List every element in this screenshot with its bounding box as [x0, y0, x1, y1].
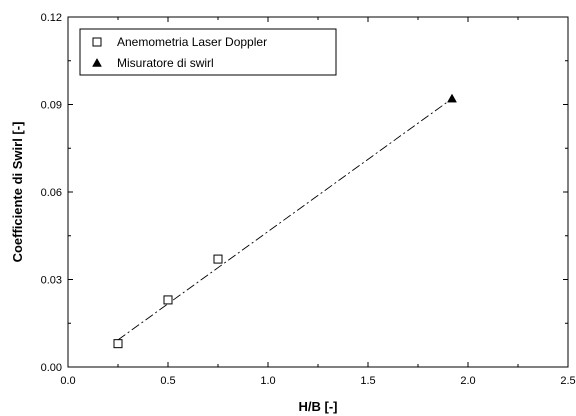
swirl-meter-data-point: [447, 93, 457, 103]
y-axis-title: Coefficiente di Swirl [-]: [10, 122, 25, 263]
x-axis-title: H/B [-]: [299, 399, 338, 414]
y-tick-label: 0.00: [41, 362, 62, 374]
ldv-data-point: [213, 254, 223, 264]
x-tick-label: 2.5: [560, 375, 575, 387]
y-tick-label: 0.09: [41, 100, 62, 112]
y-axis-ticks: 0.00 0.03 0.06 0.09 0.12: [41, 12, 568, 374]
legend-label: Anemometria Laser Doppler: [117, 35, 267, 49]
y-tick-label: 0.12: [41, 12, 62, 24]
x-tick-label: 1.5: [360, 375, 375, 387]
legend: Anemometria Laser Doppler Misuratore di s…: [79, 28, 337, 76]
legend-box: [79, 28, 337, 76]
y-tick-label: 0.03: [41, 275, 62, 287]
legend-label: Misuratore di swirl: [117, 56, 214, 70]
x-axis-ticks: 0.0 0.5 1.0 1.5 2.0 2.5: [60, 17, 576, 387]
x-tick-label: 0.5: [160, 375, 175, 387]
data-points: [113, 93, 457, 349]
trend-line: [117, 98, 453, 341]
y-tick-label: 0.06: [41, 187, 62, 199]
legend-triangle-icon: [92, 57, 102, 67]
x-tick-label: 0.0: [60, 375, 75, 387]
x-tick-label: 2.0: [460, 375, 475, 387]
ldv-data-point: [163, 295, 173, 305]
ldv-data-point: [113, 339, 123, 349]
x-tick-label: 1.0: [260, 375, 275, 387]
legend-square-icon: [92, 37, 102, 47]
